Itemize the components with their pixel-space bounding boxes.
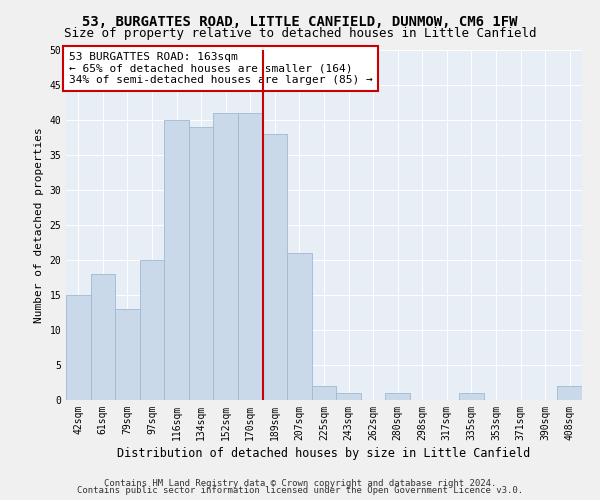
Bar bbox=[238, 113, 263, 400]
Text: 53, BURGATTES ROAD, LITTLE CANFIELD, DUNMOW, CM6 1FW: 53, BURGATTES ROAD, LITTLE CANFIELD, DUN… bbox=[82, 15, 518, 29]
Bar bbox=[164, 120, 189, 400]
Text: 53 BURGATTES ROAD: 163sqm
← 65% of detached houses are smaller (164)
34% of semi: 53 BURGATTES ROAD: 163sqm ← 65% of detac… bbox=[68, 52, 373, 85]
Bar bbox=[66, 295, 91, 400]
Text: Contains public sector information licensed under the Open Government Licence v3: Contains public sector information licen… bbox=[77, 486, 523, 495]
Bar bbox=[214, 113, 238, 400]
Y-axis label: Number of detached properties: Number of detached properties bbox=[34, 127, 44, 323]
Bar bbox=[287, 253, 312, 400]
Text: Size of property relative to detached houses in Little Canfield: Size of property relative to detached ho… bbox=[64, 28, 536, 40]
Bar bbox=[115, 309, 140, 400]
Bar bbox=[312, 386, 336, 400]
Bar bbox=[91, 274, 115, 400]
Bar bbox=[557, 386, 582, 400]
Bar bbox=[385, 393, 410, 400]
Bar bbox=[189, 127, 214, 400]
Text: Contains HM Land Registry data © Crown copyright and database right 2024.: Contains HM Land Registry data © Crown c… bbox=[104, 478, 496, 488]
Bar bbox=[140, 260, 164, 400]
Bar bbox=[459, 393, 484, 400]
X-axis label: Distribution of detached houses by size in Little Canfield: Distribution of detached houses by size … bbox=[118, 447, 530, 460]
Bar bbox=[263, 134, 287, 400]
Bar bbox=[336, 393, 361, 400]
